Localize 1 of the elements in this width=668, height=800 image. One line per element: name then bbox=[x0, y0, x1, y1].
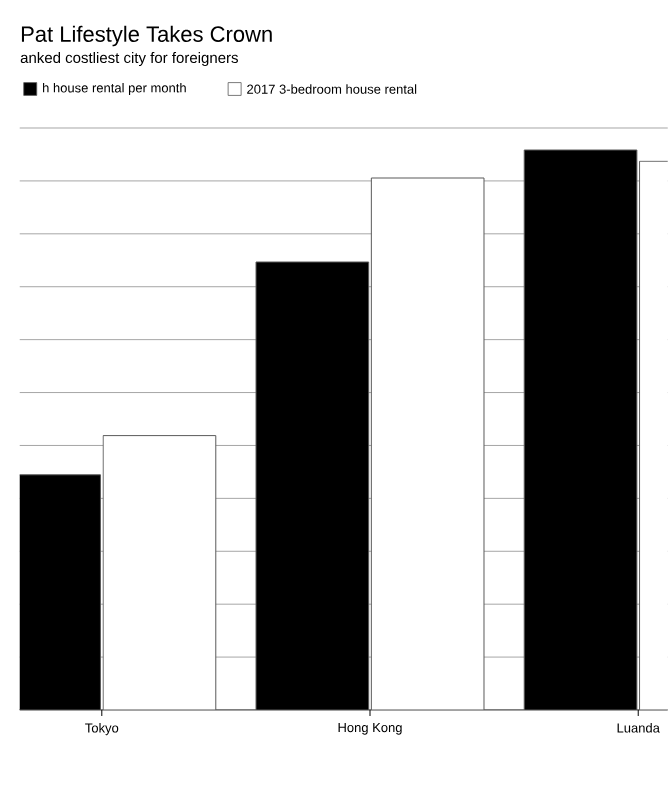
chart-title: Pat Lifestyle Takes Crown bbox=[21, 25, 272, 47]
